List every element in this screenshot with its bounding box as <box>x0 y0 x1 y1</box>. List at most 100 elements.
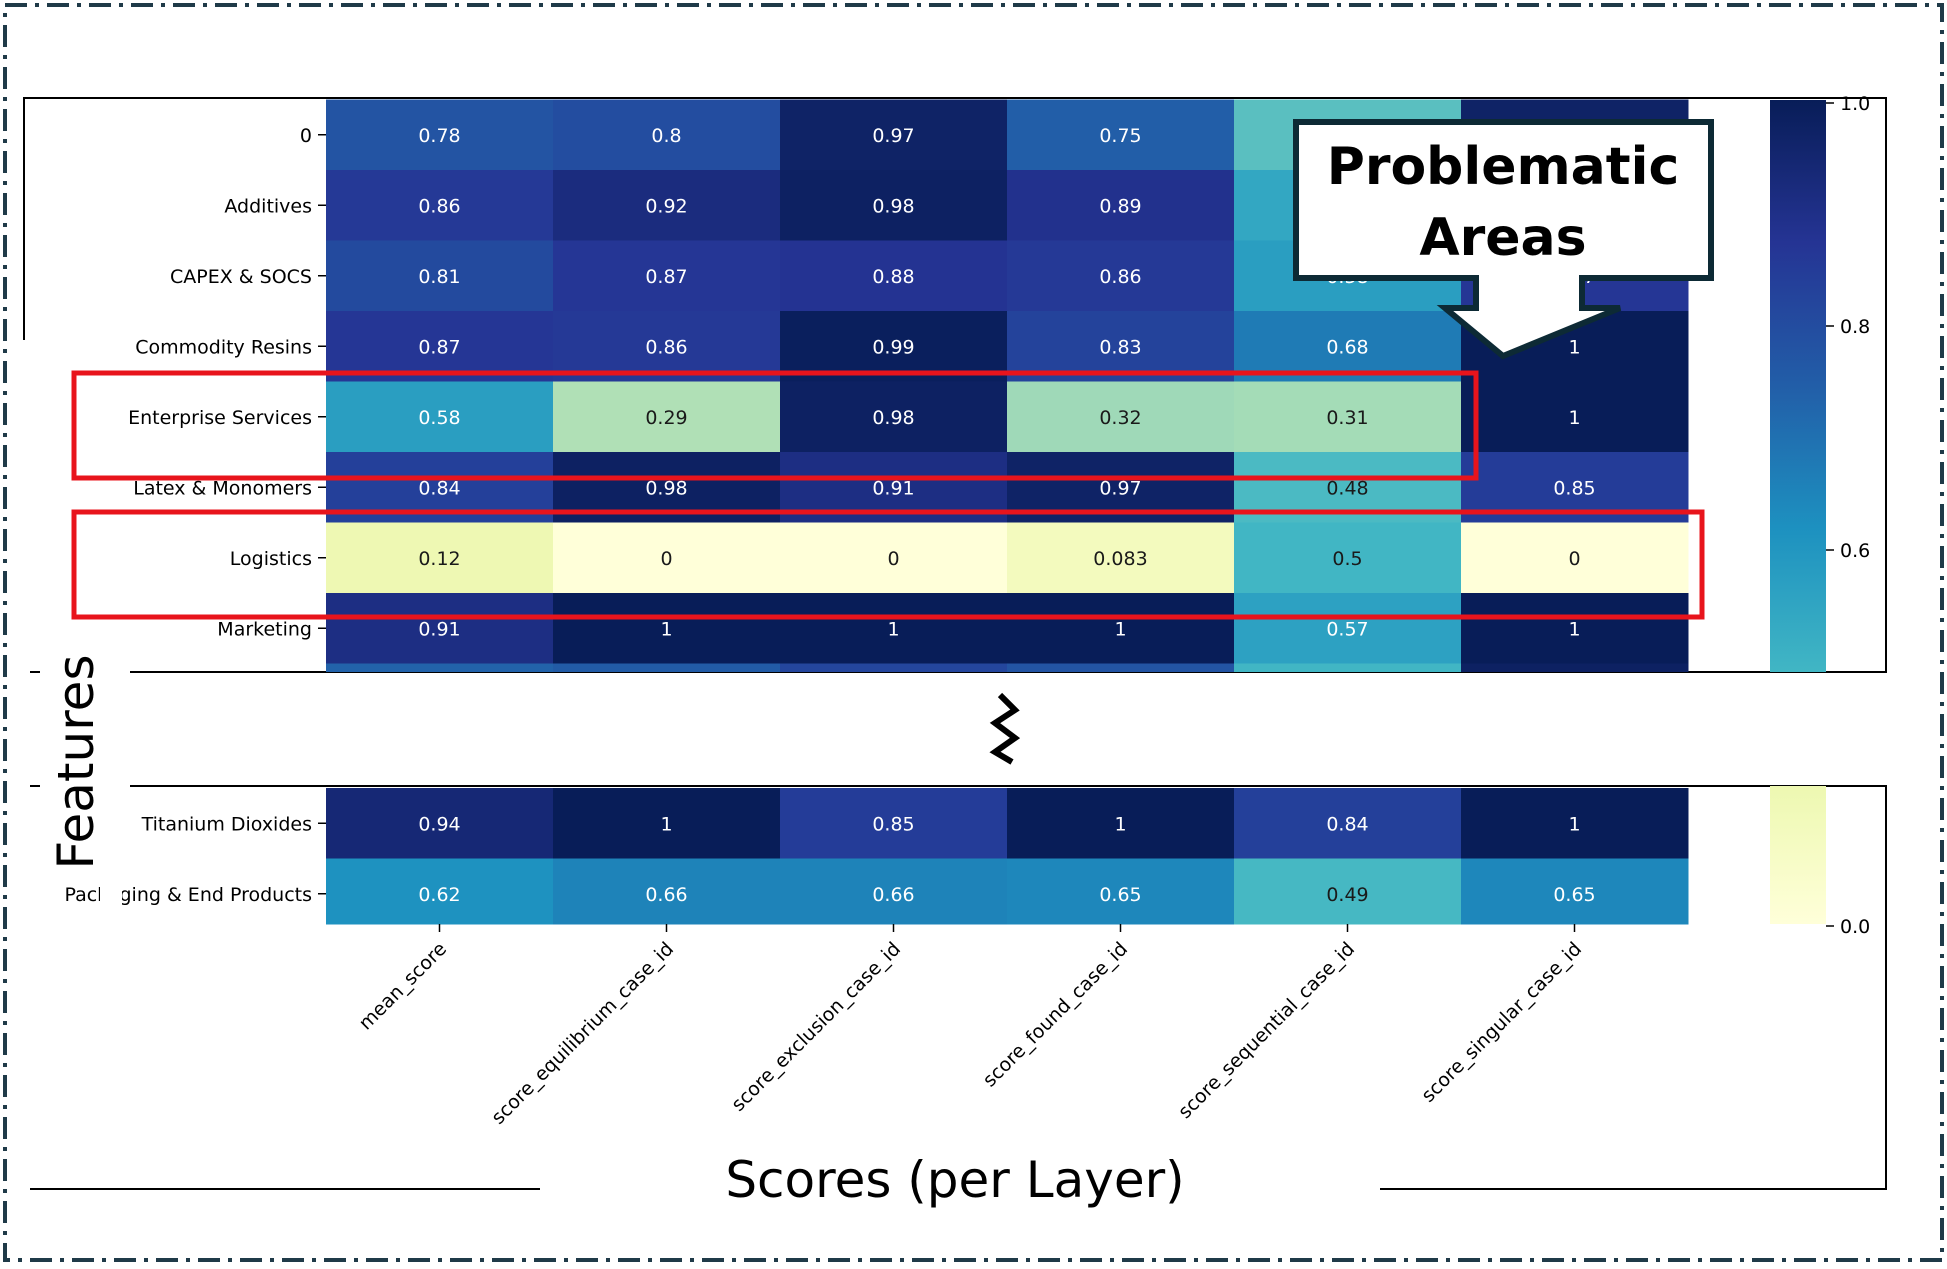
cell-value-label: 0.75 <box>1099 125 1141 147</box>
heatmap-cell <box>780 593 1008 664</box>
heatmap-cell <box>553 788 781 859</box>
heatmap-cell <box>553 311 781 382</box>
heatmap-cell <box>1007 593 1235 664</box>
outer-dashed-border <box>3 3 1944 1262</box>
cell-value-label: 0.94 <box>418 813 460 835</box>
cell-value-label: 1 <box>1568 813 1580 835</box>
heatmap-cell <box>780 170 1008 241</box>
colorbar-bottom <box>1770 786 1826 924</box>
cell-value-label: 0.85 <box>872 813 914 835</box>
colorbar-tick-label: 0.8 <box>1840 316 1870 338</box>
heatmap-cell <box>1234 858 1462 925</box>
cell-value-label: 0.99 <box>872 336 914 358</box>
heatmap-cell <box>1234 522 1462 594</box>
heatmap-cell <box>1007 381 1235 453</box>
cell-value-label: 0.92 <box>645 195 687 217</box>
cell-value-label: 0 <box>660 548 672 570</box>
row-label-packaging-end-products: Packaging & End Products <box>64 884 312 906</box>
xlabel-mask <box>540 1160 1380 1220</box>
cell-value-label: 0.49 <box>1326 884 1368 906</box>
heatmap-cell <box>1007 311 1235 382</box>
column-label-score-equilibrium-case-id: score_equilibrium_case_id <box>487 938 678 1129</box>
heatmap-cell <box>780 858 1008 925</box>
heatmap-cell <box>1007 240 1235 312</box>
cell-value-label: 0.8 <box>651 125 681 147</box>
heatmap-cell <box>1007 170 1235 241</box>
heatmap-cell-partial <box>1461 663 1689 672</box>
heatmap-cell <box>326 311 554 382</box>
cell-value-label: 0.65 <box>1099 884 1141 906</box>
heatmap-cell <box>326 99 554 171</box>
cell-value-label: 0.62 <box>418 884 460 906</box>
cell-value-label: 0.86 <box>418 195 460 217</box>
callout: Problematic Areas <box>1293 119 1714 360</box>
cell-value-label: 0.98 <box>645 477 687 499</box>
callout-line-2: Areas <box>1419 208 1586 268</box>
cell-value-label: 0.57 <box>1326 618 1368 640</box>
heatmap-cell <box>1461 381 1689 453</box>
heatmap-cell <box>780 240 1008 312</box>
heatmap-cell-partial <box>553 663 781 672</box>
column-label-score-found-case-id: score_found_case_id <box>979 938 1132 1091</box>
cell-value-label: 0.083 <box>1093 548 1147 570</box>
cell-value-label: 0 <box>887 548 899 570</box>
cell-value-label: 0.98 <box>872 407 914 429</box>
cell-value-label: 0.48 <box>1326 477 1368 499</box>
heatmap-cell-partial <box>1007 663 1235 672</box>
row-label-latex-monomers: Latex & Monomers <box>133 477 312 499</box>
heatmap-cell <box>326 170 554 241</box>
heatmap-cell <box>326 788 554 859</box>
cell-value-label: 0.87 <box>645 266 687 288</box>
callout-line-1: Problematic <box>1327 137 1680 197</box>
heatmap-cell <box>780 788 1008 859</box>
cell-value-label: 0.97 <box>872 125 914 147</box>
heatmap-cell <box>780 381 1008 453</box>
cell-value-label: 0.87 <box>418 336 460 358</box>
heatmap-cell <box>1461 788 1689 859</box>
cell-value-label: 0.12 <box>418 548 460 570</box>
cell-value-label: 0.83 <box>1099 336 1141 358</box>
cell-value-label: 0 <box>1568 548 1580 570</box>
highlight-enterprise-services <box>71 370 1479 481</box>
colorbar-top <box>1770 100 1826 672</box>
heatmap-cell <box>1007 99 1235 171</box>
cell-value-label: 1 <box>887 618 899 640</box>
cell-value-label: 1 <box>1568 618 1580 640</box>
heatmap-cell <box>553 240 781 312</box>
heatmap-cell <box>326 522 554 594</box>
colorbar-tick-label: 0.6 <box>1840 540 1870 562</box>
colorbar-tick-label: 0.0 <box>1840 916 1870 938</box>
highlight-logistics <box>71 509 1705 620</box>
ylabel-mask <box>40 630 130 880</box>
colorbar-tick-label: 1.0 <box>1840 93 1870 115</box>
row-label-titanium-dioxides: Titanium Dioxides <box>141 813 312 835</box>
cell-value-label: 0.58 <box>418 407 460 429</box>
row-label-additives: Additives <box>224 195 312 217</box>
cell-value-label: 0.98 <box>872 195 914 217</box>
callout-box <box>1293 119 1714 360</box>
heatmap-cell <box>1461 593 1689 664</box>
heatmap-cell <box>326 381 554 453</box>
heatmap-cell <box>1234 311 1462 382</box>
heatmap-cell <box>553 170 781 241</box>
row-label-capex-socs: CAPEX & SOCS <box>170 266 312 288</box>
cell-value-label: 1 <box>660 813 672 835</box>
heatmap-cell-partial <box>1234 663 1462 672</box>
heatmap-cell <box>1234 788 1462 859</box>
cell-value-label: 1 <box>1114 618 1126 640</box>
heatmap-cell <box>1007 788 1235 859</box>
y-axis-title: Features <box>47 655 105 870</box>
cell-value-label: 0.31 <box>1326 407 1368 429</box>
row-label-logistics: Logistics <box>230 548 312 570</box>
heatmap-cell <box>553 593 781 664</box>
heatmap-cell-partial <box>326 663 554 672</box>
axis-break-icon <box>989 692 1021 765</box>
cell-value-label: 0.65 <box>1553 884 1595 906</box>
cell-value-label: 1 <box>660 618 672 640</box>
cell-value-label: 0.89 <box>1099 195 1141 217</box>
frame-gap-mask <box>18 340 30 1192</box>
cell-value-label: 0.85 <box>1553 477 1595 499</box>
cell-value-label: 0.5 <box>1332 548 1362 570</box>
